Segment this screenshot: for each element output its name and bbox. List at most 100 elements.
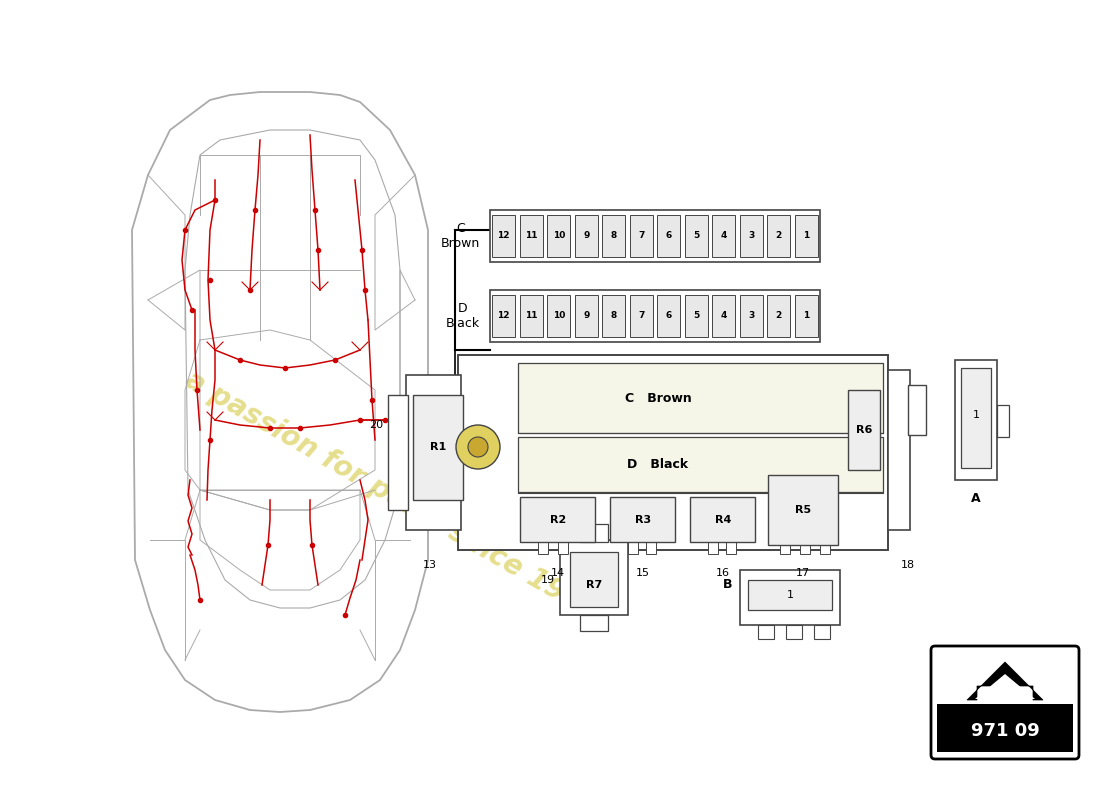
FancyBboxPatch shape	[726, 542, 736, 554]
Text: 1: 1	[972, 410, 979, 420]
FancyBboxPatch shape	[570, 552, 618, 607]
Circle shape	[456, 425, 501, 469]
FancyBboxPatch shape	[560, 540, 628, 615]
FancyBboxPatch shape	[610, 497, 675, 542]
FancyBboxPatch shape	[580, 615, 608, 631]
FancyBboxPatch shape	[646, 542, 656, 554]
Text: R6: R6	[856, 425, 872, 435]
FancyBboxPatch shape	[388, 395, 408, 510]
FancyBboxPatch shape	[786, 625, 802, 639]
FancyBboxPatch shape	[657, 295, 680, 337]
FancyBboxPatch shape	[937, 704, 1072, 752]
FancyBboxPatch shape	[406, 375, 461, 530]
FancyBboxPatch shape	[712, 295, 735, 337]
FancyBboxPatch shape	[740, 570, 840, 625]
FancyBboxPatch shape	[492, 215, 515, 257]
FancyBboxPatch shape	[908, 385, 926, 435]
FancyBboxPatch shape	[955, 360, 997, 480]
Text: 14: 14	[551, 568, 565, 578]
FancyBboxPatch shape	[794, 295, 817, 337]
FancyBboxPatch shape	[458, 355, 888, 550]
Polygon shape	[967, 662, 1043, 700]
Text: 8: 8	[610, 311, 617, 321]
FancyBboxPatch shape	[518, 437, 883, 492]
FancyBboxPatch shape	[629, 295, 652, 337]
FancyBboxPatch shape	[888, 370, 910, 530]
FancyBboxPatch shape	[814, 625, 830, 639]
Circle shape	[468, 437, 488, 457]
Text: 3: 3	[748, 311, 755, 321]
Text: D
Black: D Black	[446, 302, 480, 330]
FancyBboxPatch shape	[580, 524, 608, 542]
FancyBboxPatch shape	[519, 215, 542, 257]
Text: 1: 1	[803, 311, 810, 321]
FancyBboxPatch shape	[848, 390, 880, 470]
FancyBboxPatch shape	[628, 542, 638, 554]
Text: 19: 19	[541, 575, 556, 585]
FancyBboxPatch shape	[602, 215, 625, 257]
Text: 9: 9	[583, 311, 590, 321]
FancyBboxPatch shape	[574, 215, 597, 257]
Text: 13: 13	[424, 560, 437, 570]
Text: R3: R3	[635, 515, 651, 525]
FancyBboxPatch shape	[758, 625, 774, 639]
Text: 12: 12	[497, 231, 510, 241]
FancyBboxPatch shape	[780, 542, 790, 554]
FancyBboxPatch shape	[931, 646, 1079, 759]
Text: 20: 20	[368, 420, 383, 430]
Text: 4: 4	[720, 231, 727, 241]
FancyBboxPatch shape	[602, 295, 625, 337]
Text: B: B	[723, 578, 732, 591]
Text: 11: 11	[525, 231, 538, 241]
Text: 12: 12	[497, 311, 510, 321]
Polygon shape	[975, 674, 1035, 699]
FancyBboxPatch shape	[739, 215, 762, 257]
Text: D   Black: D Black	[627, 458, 689, 470]
FancyBboxPatch shape	[538, 542, 548, 554]
Text: 9: 9	[583, 231, 590, 241]
Text: a passion for parts since 1985: a passion for parts since 1985	[180, 366, 603, 626]
FancyBboxPatch shape	[518, 363, 883, 433]
FancyBboxPatch shape	[820, 542, 830, 554]
Text: 7: 7	[638, 231, 645, 241]
Text: 17: 17	[796, 568, 810, 578]
Text: 2: 2	[776, 311, 782, 321]
Text: C
Brown: C Brown	[441, 222, 480, 250]
Text: R7: R7	[586, 580, 602, 590]
Text: R1: R1	[430, 442, 447, 452]
FancyBboxPatch shape	[690, 497, 755, 542]
Text: 15: 15	[636, 568, 650, 578]
FancyBboxPatch shape	[574, 295, 597, 337]
FancyBboxPatch shape	[520, 497, 595, 542]
Text: 5: 5	[693, 231, 700, 241]
FancyBboxPatch shape	[519, 295, 542, 337]
Text: R2: R2	[550, 515, 566, 525]
FancyBboxPatch shape	[712, 215, 735, 257]
FancyBboxPatch shape	[768, 475, 838, 545]
FancyBboxPatch shape	[708, 542, 718, 554]
FancyBboxPatch shape	[997, 405, 1009, 437]
Text: A: A	[971, 491, 981, 505]
Text: 18: 18	[901, 560, 915, 570]
FancyBboxPatch shape	[547, 215, 570, 257]
FancyBboxPatch shape	[657, 215, 680, 257]
Text: 6: 6	[666, 231, 672, 241]
Text: C   Brown: C Brown	[625, 391, 692, 405]
Text: 8: 8	[610, 231, 617, 241]
Text: 4: 4	[720, 311, 727, 321]
FancyBboxPatch shape	[961, 368, 991, 468]
Text: 10: 10	[552, 231, 565, 241]
Text: 7: 7	[638, 311, 645, 321]
FancyBboxPatch shape	[800, 542, 810, 554]
Text: 1: 1	[786, 590, 793, 600]
FancyBboxPatch shape	[767, 295, 790, 337]
Text: R5: R5	[795, 505, 811, 515]
FancyBboxPatch shape	[739, 295, 762, 337]
FancyBboxPatch shape	[412, 395, 463, 500]
FancyBboxPatch shape	[629, 215, 652, 257]
FancyBboxPatch shape	[547, 295, 570, 337]
FancyBboxPatch shape	[794, 215, 817, 257]
Text: 6: 6	[666, 311, 672, 321]
Text: 5: 5	[693, 311, 700, 321]
FancyBboxPatch shape	[558, 542, 568, 554]
